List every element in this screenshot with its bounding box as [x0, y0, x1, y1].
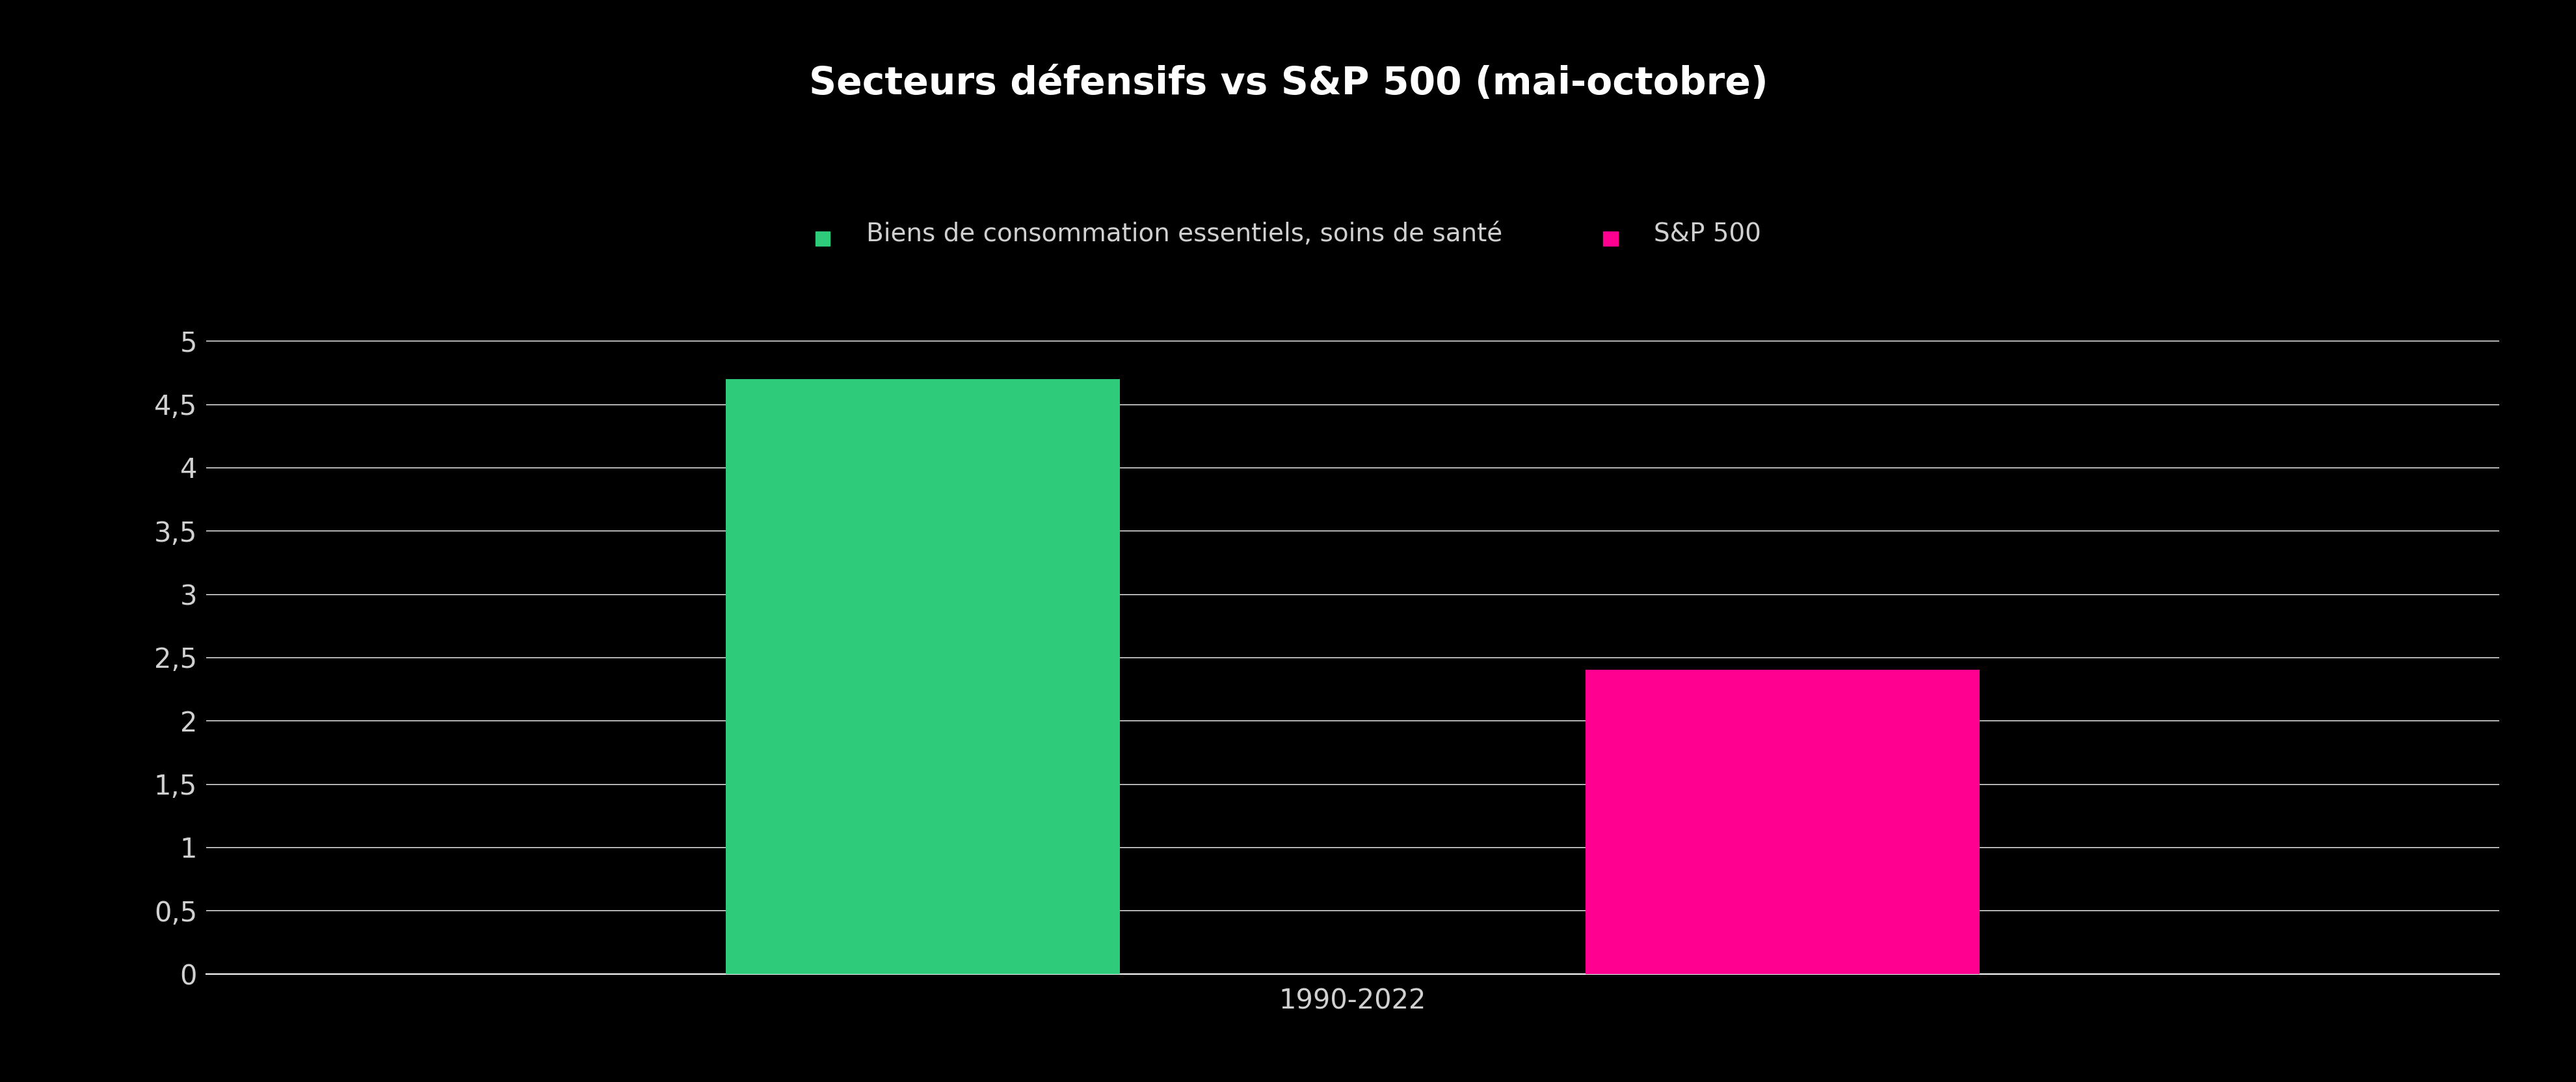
Legend: Biens de consommation essentiels, soins de santé, S&P 500: Biens de consommation essentiels, soins … — [804, 208, 1772, 260]
Bar — [1584, 670, 1978, 974]
Text: Secteurs défensifs vs S&P 500 (mai-octobre): Secteurs défensifs vs S&P 500 (mai-octob… — [809, 65, 1767, 102]
Bar — [726, 379, 1121, 974]
